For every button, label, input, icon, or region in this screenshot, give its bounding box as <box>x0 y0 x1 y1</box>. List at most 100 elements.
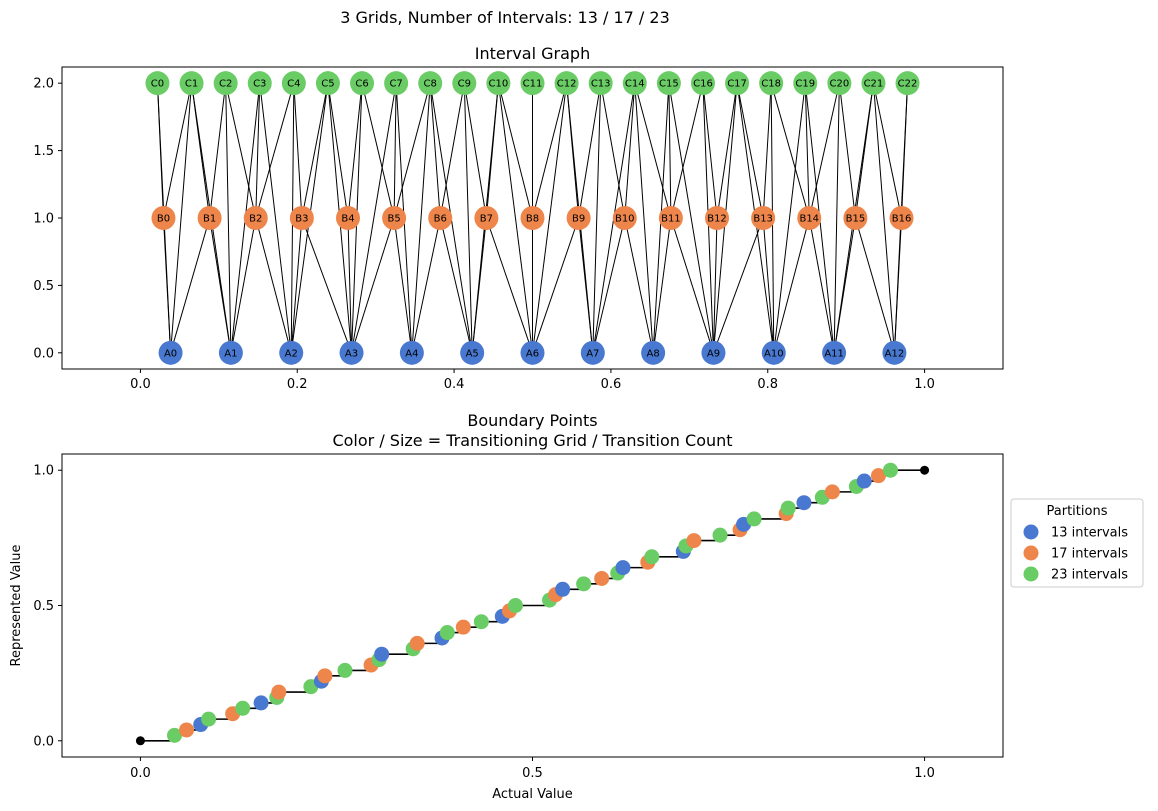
node-circle <box>566 206 591 230</box>
boundary-points-y-ticks: 0.0 0.5 1.0 <box>33 464 62 749</box>
boundary-point <box>615 560 631 576</box>
graph-edge <box>773 217 810 353</box>
node-circle <box>428 206 453 230</box>
node-A6: A6 <box>520 340 545 365</box>
x-axis-label: Actual Value <box>492 787 573 802</box>
graph-edge <box>293 83 303 219</box>
node-label: C16 <box>693 79 713 90</box>
node-label: C1 <box>185 79 198 90</box>
boundary-point <box>507 598 523 613</box>
node-circle <box>882 340 907 365</box>
graph-edge <box>838 83 856 219</box>
node-circle <box>751 206 776 230</box>
graph-edge <box>485 217 533 353</box>
y-tick-label: 0.0 <box>33 734 54 749</box>
node-B9: B9 <box>566 206 591 230</box>
node-B16: B16 <box>889 206 914 230</box>
interval-graph-x-ticks: 0.0 0.2 0.4 0.6 0.8 1.0 <box>130 369 935 392</box>
node-circle <box>460 340 485 365</box>
node-C2: C2 <box>213 71 238 96</box>
node-C12: C12 <box>554 71 579 96</box>
x-tick-label: 0.8 <box>757 377 778 392</box>
node-circle <box>151 206 176 230</box>
boundary-point <box>856 473 872 489</box>
x-tick-label: 0.0 <box>130 377 151 392</box>
graph-edge <box>485 83 499 219</box>
node-circle <box>580 340 605 365</box>
boundary-point <box>374 646 390 662</box>
graph-edge <box>634 83 654 353</box>
graph-edge <box>762 217 775 353</box>
graph-edge <box>351 83 397 353</box>
graph-edge <box>872 83 903 219</box>
node-label: C11 <box>523 79 543 90</box>
node-label: C0 <box>151 79 164 90</box>
boundary-point <box>644 549 660 565</box>
graph-edge <box>225 83 257 219</box>
node-circle <box>889 206 914 230</box>
node-B10: B10 <box>612 206 637 230</box>
graph-edge <box>191 83 211 219</box>
node-label: C15 <box>659 79 679 90</box>
boundary-point <box>337 662 353 678</box>
node-label: C19 <box>795 79 815 90</box>
graph-edge <box>901 83 909 219</box>
node-label: A3 <box>345 348 358 359</box>
node-label: A10 <box>764 348 784 359</box>
graph-edge <box>634 83 672 219</box>
node-B3: B3 <box>289 206 314 230</box>
node-A5: A5 <box>460 340 485 365</box>
node-C22: C22 <box>895 71 920 96</box>
node-label: C18 <box>761 79 781 90</box>
boundary-point <box>271 684 287 700</box>
node-B1: B1 <box>197 206 222 230</box>
node-C19: C19 <box>793 71 818 96</box>
node-label: C12 <box>557 79 577 90</box>
node-circle <box>158 340 183 365</box>
graph-edge <box>804 83 810 219</box>
node-B2: B2 <box>243 206 268 230</box>
node-label: B16 <box>892 214 912 225</box>
node-label: C20 <box>829 79 849 90</box>
graph-edge <box>702 83 718 219</box>
boundary-point <box>746 511 762 527</box>
graph-edge <box>652 217 672 353</box>
graph-edge <box>439 217 473 353</box>
graph-edge <box>411 217 441 353</box>
boundary-point <box>179 722 195 738</box>
node-label: C22 <box>898 79 918 90</box>
node-A4: A4 <box>399 340 424 365</box>
boundary-point <box>455 619 471 635</box>
legend-entry: 23 intervals <box>1051 568 1128 583</box>
node-C21: C21 <box>861 71 886 96</box>
graph-edge <box>259 83 292 353</box>
y-tick-label: 1.5 <box>33 144 54 159</box>
node-A10: A10 <box>761 340 786 365</box>
node-label: C13 <box>591 79 611 90</box>
graph-edge <box>872 83 895 353</box>
node-circle <box>690 71 715 96</box>
node-label: C2 <box>219 79 232 90</box>
graph-edge <box>854 83 874 219</box>
node-C0: C0 <box>145 71 170 96</box>
node-C15: C15 <box>656 71 681 96</box>
graph-edge <box>463 83 487 219</box>
y-tick-label: 1.0 <box>33 464 54 479</box>
boundary-point <box>882 462 898 478</box>
node-label: A6 <box>526 348 539 359</box>
node-label: C21 <box>864 79 884 90</box>
node-circle <box>474 206 499 230</box>
node-circle <box>656 71 681 96</box>
graph-edge <box>668 83 714 353</box>
graph-edge <box>327 83 349 219</box>
node-circle <box>843 206 868 230</box>
node-circle <box>622 71 647 96</box>
graph-edge <box>439 83 465 219</box>
node-label: A8 <box>647 348 660 359</box>
graph-edge <box>301 217 353 353</box>
node-circle <box>822 340 847 365</box>
node-circle <box>339 340 364 365</box>
node-A9: A9 <box>701 340 726 365</box>
node-label: A2 <box>285 348 298 359</box>
node-label: C3 <box>253 79 266 90</box>
